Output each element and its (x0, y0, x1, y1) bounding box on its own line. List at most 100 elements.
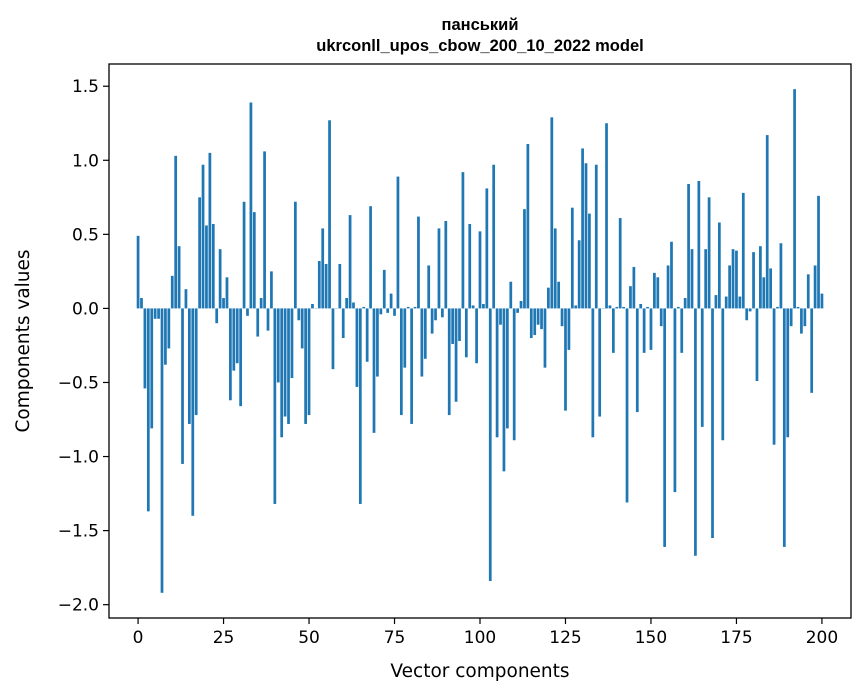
bar-component-97 (468, 223, 472, 309)
bar-component-195 (803, 308, 807, 327)
y-tick-label: −1.5 (58, 522, 99, 542)
bar-component-143 (625, 308, 629, 503)
bar-component-15 (187, 308, 191, 424)
bar-component-104 (492, 164, 496, 309)
bar-component-179 (748, 308, 752, 312)
bar-component-169 (714, 295, 718, 309)
bar-component-79 (406, 306, 410, 309)
bar-component-91 (447, 308, 451, 416)
bar-component-63 (352, 302, 355, 309)
bar-component-181 (755, 308, 759, 381)
bar-component-162 (690, 249, 694, 309)
bar-component-149 (646, 306, 649, 309)
bar-component-182 (759, 246, 762, 309)
bar-component-9 (167, 308, 171, 349)
bar-component-137 (605, 123, 608, 309)
plot-area (109, 64, 851, 618)
bar-component-77 (399, 308, 403, 416)
x-tick-label: 25 (213, 628, 235, 648)
bar-component-103 (488, 308, 492, 581)
bar-component-117 (536, 308, 540, 325)
x-tick-label: 75 (384, 628, 406, 648)
bar-component-73 (386, 308, 390, 313)
bar-component-192 (793, 89, 796, 309)
bar-component-113 (523, 209, 526, 309)
bar-component-26 (225, 277, 229, 309)
y-tick-label: 0.5 (72, 225, 99, 245)
bar-component-6 (157, 308, 160, 319)
bar-component-100 (478, 231, 482, 309)
bar-component-172 (724, 296, 728, 309)
bar-component-28 (232, 308, 236, 371)
bar-component-128 (574, 305, 578, 309)
bar-component-159 (680, 308, 684, 353)
bar-component-11 (174, 155, 178, 309)
bar-component-101 (482, 303, 485, 309)
bar-component-48 (300, 308, 304, 349)
bar-component-47 (297, 308, 301, 321)
y-axis-label: Components values (13, 249, 34, 432)
bar-component-37 (263, 151, 266, 309)
bar-component-56 (328, 120, 331, 309)
bar-component-3 (146, 308, 150, 512)
bar-component-110 (512, 308, 516, 441)
y-tick-label: 1.0 (72, 151, 99, 171)
bar-component-53 (317, 261, 321, 309)
bar-component-49 (304, 308, 307, 424)
bar-component-197 (810, 308, 814, 393)
bar-component-32 (246, 308, 249, 316)
bar-component-148 (642, 308, 646, 353)
bar-component-107 (502, 308, 506, 472)
bar-component-166 (704, 249, 708, 309)
bar-component-7 (160, 308, 164, 593)
bar-component-168 (711, 308, 714, 539)
bar-component-163 (694, 308, 697, 556)
bar-component-24 (218, 249, 222, 309)
bar-component-152 (656, 277, 660, 309)
bar-component-19 (201, 164, 205, 309)
bar-component-65 (358, 308, 362, 504)
chart-title: панський (442, 16, 519, 34)
bar-component-150 (649, 308, 653, 350)
bar-component-74 (389, 293, 393, 309)
bar-component-80 (410, 308, 413, 424)
bar-component-156 (670, 241, 673, 309)
bar-component-187 (776, 306, 779, 309)
bar-component-88 (437, 228, 441, 309)
chart-subtitle: ukrconll_upos_cbow_200_10_2022 model (316, 37, 643, 55)
bar-component-118 (540, 308, 543, 330)
bar-component-139 (611, 308, 615, 353)
bar-component-75 (393, 308, 396, 316)
x-tick-label: 150 (635, 628, 667, 648)
bar-component-85 (427, 265, 431, 309)
bar-component-161 (687, 183, 690, 309)
bar-component-60 (341, 308, 345, 339)
y-tick-label: −0.5 (58, 373, 99, 393)
bar-component-155 (666, 265, 670, 309)
bar-component-51 (311, 303, 314, 309)
bar-component-191 (789, 308, 793, 327)
bar-component-89 (441, 308, 444, 318)
bar-component-64 (355, 308, 359, 387)
bar-component-71 (379, 308, 383, 315)
bar-component-2 (143, 308, 147, 389)
bar-component-178 (745, 308, 749, 321)
bar-component-144 (629, 286, 632, 309)
bar-component-36 (259, 298, 263, 309)
bar-component-188 (779, 243, 783, 309)
bar-component-165 (700, 308, 704, 427)
bar-component-86 (430, 308, 434, 334)
bar-component-67 (365, 308, 369, 362)
bar-component-135 (598, 308, 602, 417)
bar-component-199 (817, 195, 820, 309)
bar-component-90 (444, 221, 448, 309)
x-tick-label: 50 (298, 628, 320, 648)
bar-component-87 (434, 308, 437, 321)
bar-component-133 (591, 308, 595, 438)
bar-component-193 (796, 306, 800, 309)
bar-component-82 (417, 216, 420, 309)
bar-component-12 (177, 246, 181, 309)
bar-component-44 (287, 308, 290, 424)
bar-component-66 (362, 306, 366, 309)
bar-component-119 (543, 308, 547, 368)
